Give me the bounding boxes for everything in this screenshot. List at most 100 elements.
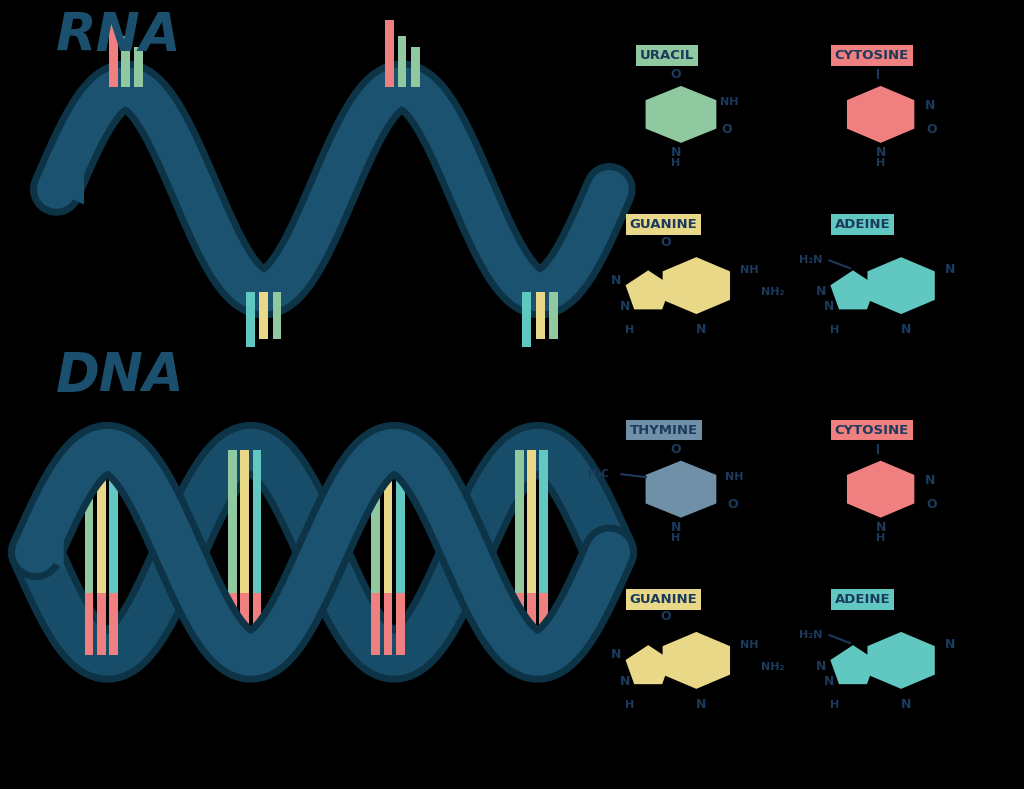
Bar bbox=[121, 36, 130, 87]
Text: N: N bbox=[945, 638, 955, 651]
Polygon shape bbox=[830, 645, 876, 684]
Bar bbox=[259, 292, 268, 339]
Text: NH₂: NH₂ bbox=[761, 287, 784, 297]
Bar bbox=[515, 450, 523, 593]
Text: GUANINE: GUANINE bbox=[630, 219, 697, 231]
Text: O: O bbox=[722, 123, 732, 136]
Bar bbox=[228, 450, 237, 593]
Text: H: H bbox=[671, 159, 681, 168]
Bar bbox=[385, 20, 394, 87]
Polygon shape bbox=[31, 537, 63, 567]
Text: RNA: RNA bbox=[56, 10, 182, 62]
Polygon shape bbox=[626, 645, 671, 684]
Text: N: N bbox=[901, 698, 911, 711]
Text: O: O bbox=[671, 69, 681, 81]
Text: N: N bbox=[824, 675, 835, 688]
Text: N: N bbox=[611, 274, 622, 286]
Bar bbox=[85, 450, 93, 593]
Polygon shape bbox=[51, 174, 84, 204]
Bar bbox=[536, 292, 545, 339]
Bar bbox=[110, 593, 118, 655]
Bar bbox=[396, 593, 404, 655]
Text: O: O bbox=[727, 498, 737, 510]
Bar bbox=[85, 593, 93, 655]
Bar bbox=[540, 593, 548, 655]
Bar bbox=[241, 593, 249, 655]
Bar bbox=[396, 450, 404, 593]
Text: THYMINE: THYMINE bbox=[630, 424, 698, 436]
Text: N: N bbox=[925, 473, 935, 487]
Text: H₃C: H₃C bbox=[588, 469, 609, 479]
Polygon shape bbox=[663, 257, 730, 314]
Text: N: N bbox=[816, 286, 826, 298]
Text: N: N bbox=[620, 301, 630, 313]
Text: O: O bbox=[927, 123, 937, 136]
Bar bbox=[522, 292, 531, 347]
Text: NH: NH bbox=[740, 265, 759, 275]
Text: N: N bbox=[696, 698, 707, 711]
Text: N: N bbox=[611, 649, 622, 661]
Text: URACIL: URACIL bbox=[640, 49, 694, 62]
Polygon shape bbox=[847, 86, 914, 143]
Text: N: N bbox=[876, 146, 886, 159]
Bar bbox=[384, 593, 392, 655]
Text: O: O bbox=[660, 236, 671, 249]
Text: H: H bbox=[876, 533, 886, 543]
Text: N: N bbox=[824, 301, 835, 313]
Bar bbox=[549, 292, 558, 339]
Text: N: N bbox=[671, 146, 681, 159]
Text: NH₂: NH₂ bbox=[761, 662, 784, 671]
Text: N: N bbox=[876, 521, 886, 533]
Text: CYTOSINE: CYTOSINE bbox=[835, 49, 909, 62]
Bar bbox=[384, 450, 392, 593]
Bar bbox=[97, 450, 105, 593]
Polygon shape bbox=[867, 257, 935, 314]
Bar bbox=[527, 450, 536, 593]
Text: H: H bbox=[625, 700, 635, 709]
Text: H₂N: H₂N bbox=[799, 630, 822, 640]
Polygon shape bbox=[830, 271, 876, 309]
Bar bbox=[246, 292, 255, 347]
Text: CYTOSINE: CYTOSINE bbox=[835, 424, 909, 436]
Polygon shape bbox=[626, 271, 671, 309]
Bar bbox=[253, 593, 261, 655]
Text: O: O bbox=[927, 498, 937, 510]
Text: N: N bbox=[671, 521, 681, 533]
Bar bbox=[272, 292, 282, 339]
Bar bbox=[515, 593, 523, 655]
Text: ADEINE: ADEINE bbox=[835, 593, 890, 606]
Bar bbox=[372, 593, 380, 655]
Bar bbox=[97, 593, 105, 655]
Text: N: N bbox=[696, 323, 707, 336]
Text: H: H bbox=[829, 700, 840, 709]
Text: O: O bbox=[671, 443, 681, 456]
Text: N: N bbox=[901, 323, 911, 336]
Text: N: N bbox=[925, 99, 935, 112]
Text: H: H bbox=[671, 533, 681, 543]
Text: N: N bbox=[816, 660, 826, 673]
Text: NH₂: NH₂ bbox=[866, 58, 889, 67]
Text: ADEINE: ADEINE bbox=[835, 219, 890, 231]
Polygon shape bbox=[645, 86, 717, 143]
Text: N: N bbox=[945, 264, 955, 276]
Text: NH: NH bbox=[725, 472, 743, 482]
Polygon shape bbox=[867, 632, 935, 689]
Bar bbox=[527, 593, 536, 655]
Bar bbox=[540, 450, 548, 593]
Bar bbox=[241, 450, 249, 593]
Bar bbox=[411, 47, 420, 87]
Text: GUANINE: GUANINE bbox=[630, 593, 697, 606]
Text: DNA: DNA bbox=[56, 350, 185, 402]
Polygon shape bbox=[645, 461, 717, 518]
Text: H: H bbox=[625, 325, 635, 335]
Text: O: O bbox=[660, 611, 671, 623]
Text: H: H bbox=[876, 159, 886, 168]
Text: NH₂: NH₂ bbox=[866, 432, 889, 442]
Bar bbox=[134, 47, 143, 87]
Bar bbox=[397, 36, 407, 87]
Text: H: H bbox=[829, 325, 840, 335]
Polygon shape bbox=[31, 537, 63, 567]
Polygon shape bbox=[663, 632, 730, 689]
Text: NH: NH bbox=[720, 97, 738, 107]
Text: N: N bbox=[620, 675, 630, 688]
